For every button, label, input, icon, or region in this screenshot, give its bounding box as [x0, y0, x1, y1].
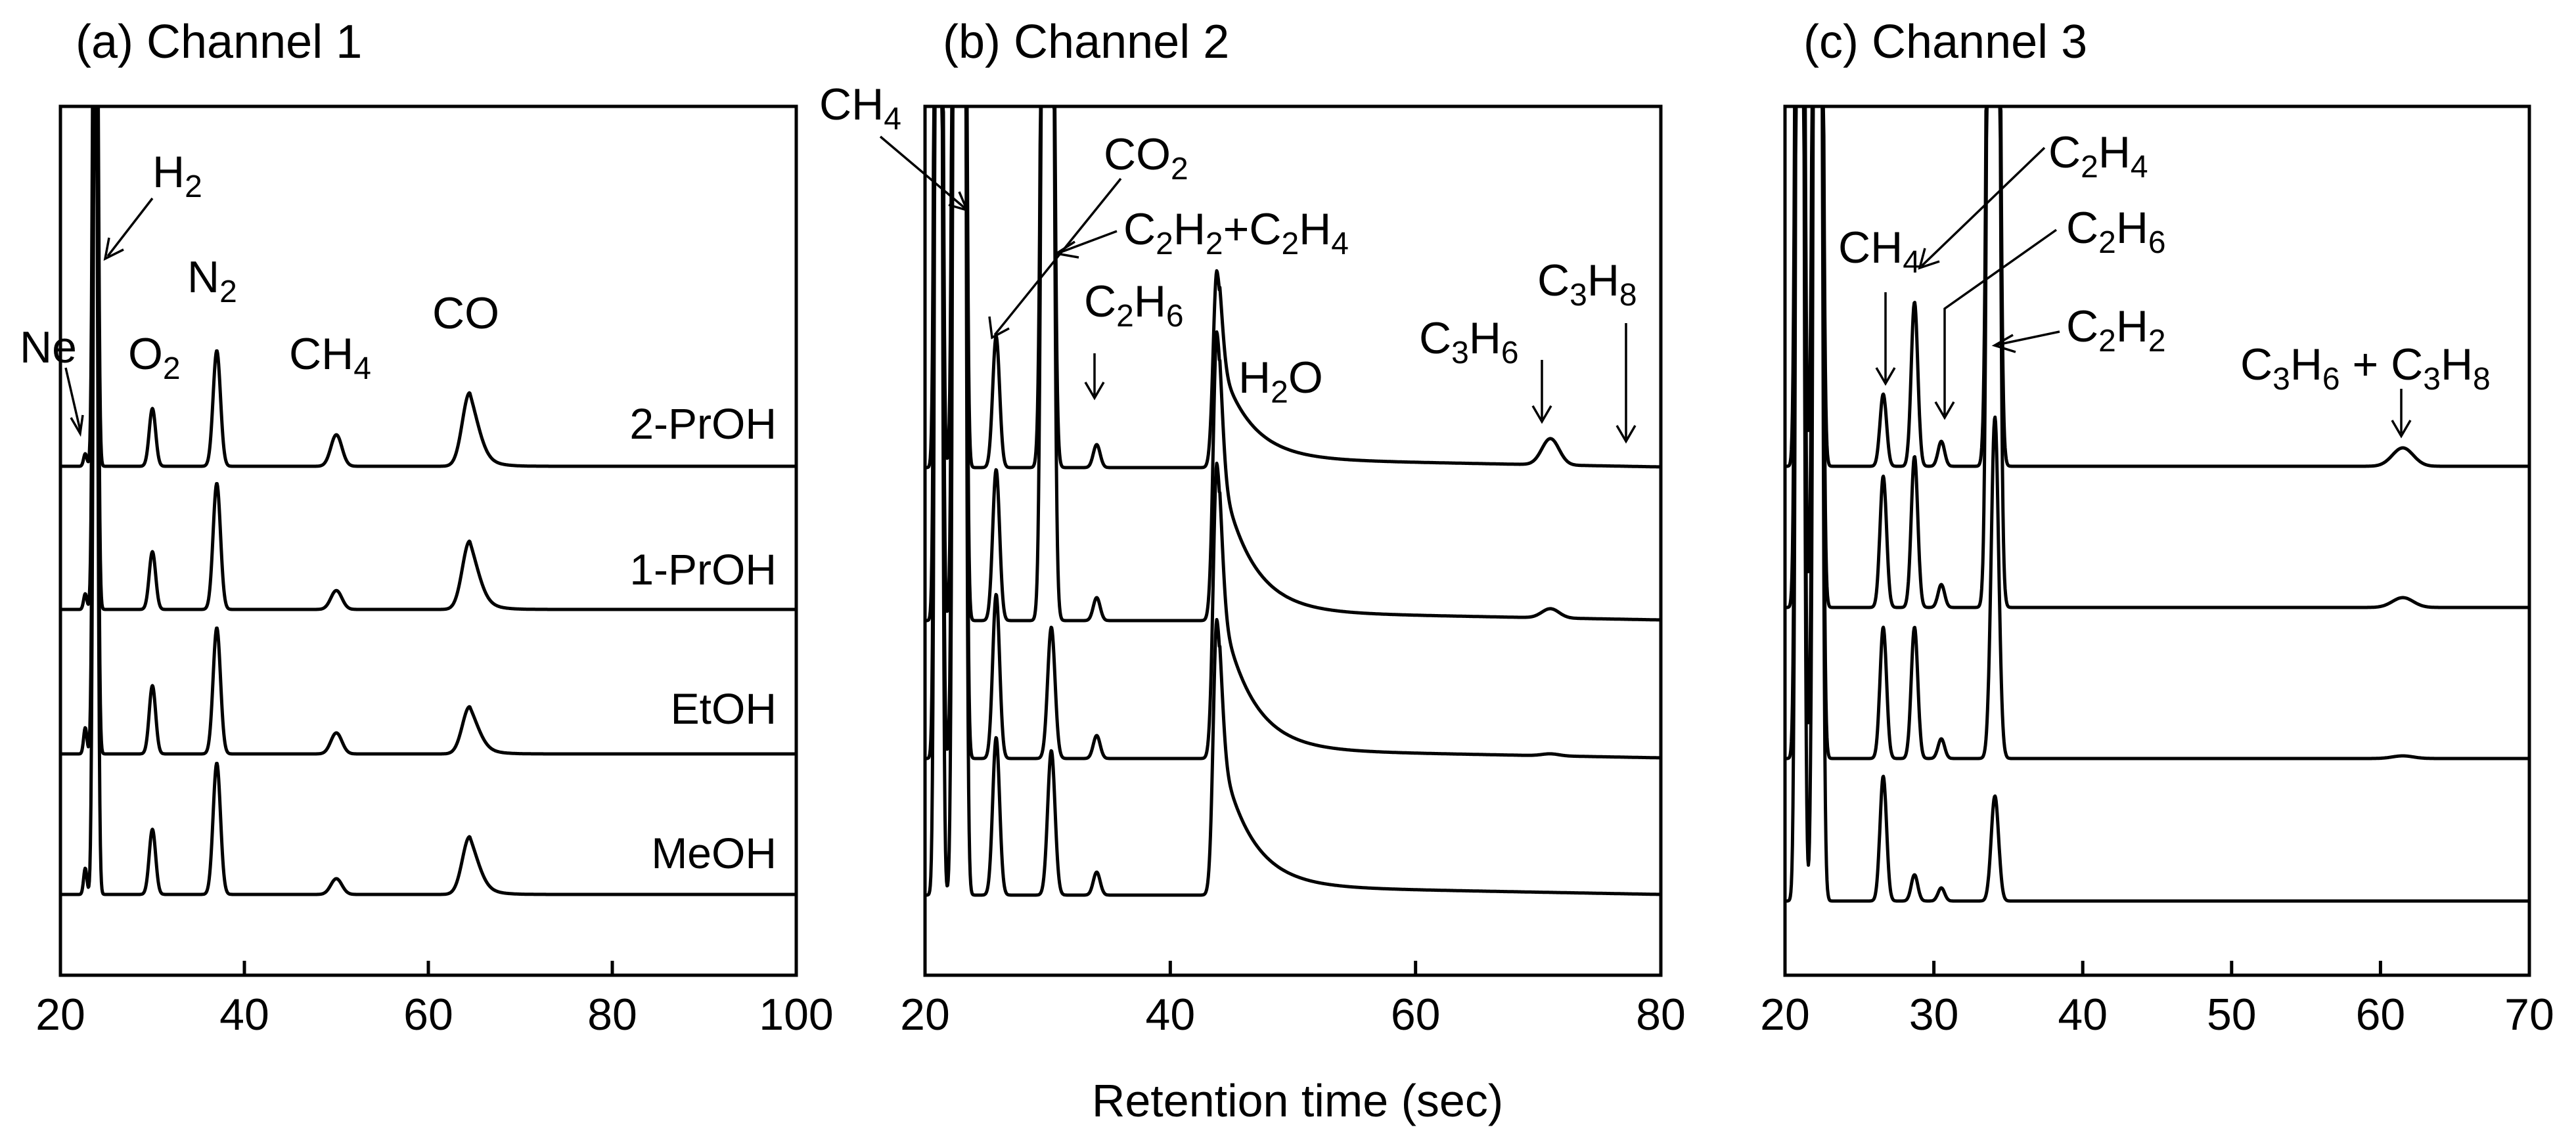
arrowhead-c3h6-c3h8-c — [2391, 420, 2412, 439]
peak-label-ch4-a: CH4 — [289, 329, 371, 386]
trace-meoh — [59, 104, 798, 896]
peak-label-n2: N2 — [187, 252, 237, 309]
trace-etoh — [1784, 104, 2531, 760]
peak-label-c2h6-c: C2H6 — [2066, 203, 2166, 260]
panel-c-x-axis: 20 30 40 50 60 70 — [1760, 961, 2554, 1040]
peak-label-ne: Ne — [20, 322, 77, 372]
x-axis-title: Retention time (sec) — [1092, 1075, 1503, 1126]
arrow-c2h4-c — [1920, 146, 2046, 267]
arrowhead-c2h2-c — [1991, 334, 2016, 353]
series-label-1-propanol-a: 1-PrOH — [629, 545, 777, 594]
panel-c-frame — [1783, 104, 2531, 977]
arrow-ne — [64, 367, 81, 431]
arrowhead-c3h6-b — [1531, 405, 1552, 424]
trace-meoh — [1784, 104, 2531, 903]
arrow-co2 — [993, 177, 1122, 336]
x-tick-label: 40 — [2058, 990, 2108, 1040]
trace-etoh — [59, 104, 798, 756]
arrow-c2h2-c2h4-b — [1058, 230, 1118, 254]
peak-label-co: CO — [432, 288, 499, 338]
arrow-h2 — [106, 197, 154, 257]
peak-label-h2: H2 — [152, 147, 202, 204]
peak-label-c3h6-c3h8-c: C3H6 + C3H8 — [2240, 340, 2491, 397]
x-tick-label: 80 — [1636, 990, 1686, 1040]
arrowhead-h2 — [103, 237, 124, 261]
peak-label-c3h6-b: C3H6 — [1419, 313, 1519, 370]
panel-b-title: (b) Channel 2 — [943, 16, 1229, 68]
trace-2-proh — [924, 104, 1662, 470]
x-tick-label: 30 — [1909, 990, 1959, 1040]
panel-b-x-axis: 20 40 60 80 — [900, 961, 1686, 1040]
peak-label-ch4-b: CH4 — [819, 79, 901, 137]
x-tick-label: 40 — [219, 990, 269, 1040]
arrowhead-ne — [70, 414, 84, 437]
peak-label-c2h2-c2h4-b: C2H2+C2H4 — [1123, 204, 1349, 261]
arrowhead-co2 — [988, 316, 1010, 340]
panel-a: (a) Channel 1 20 40 60 80 100 2-PrOH 1-PrOH … — [20, 16, 834, 1040]
trace-1-proh — [1784, 104, 2531, 609]
peak-label-c2h4-c: C2H4 — [2048, 127, 2148, 185]
x-tick-label: 20 — [35, 990, 85, 1040]
x-tick-label: 60 — [1391, 990, 1441, 1040]
peak-label-o2: O2 — [128, 329, 181, 386]
x-tick-label: 40 — [1146, 990, 1196, 1040]
x-tick-label: 70 — [2504, 990, 2554, 1040]
arrowhead-c2h2-c2h4-b — [1053, 240, 1079, 259]
panel-b-traces — [924, 104, 1662, 897]
series-label-methanol-a: MeOH — [651, 829, 777, 877]
x-tick-label: 80 — [587, 990, 637, 1040]
panel-b-frame — [923, 104, 1663, 977]
peak-label-ch4-c: CH4 — [1838, 223, 1920, 280]
arrowhead-c3h8-b — [1616, 425, 1637, 444]
arrowhead-c2h6-c — [1934, 401, 1955, 420]
peak-label-c2h6-b: C2H6 — [1084, 276, 1184, 334]
panel-c-traces — [1784, 104, 2531, 903]
panel-c: (c) Channel 3 20 30 40 50 60 70 CH4 C2H4 C2H6… — [1760, 16, 2554, 1040]
arrowhead-ch4-b — [948, 191, 970, 212]
arrowhead-c2h4-c — [1918, 248, 1940, 270]
panel-a-title: (a) Channel 1 — [76, 16, 362, 68]
peak-label-h2o: H2O — [1238, 353, 1323, 410]
trace-2-proh — [1784, 104, 2531, 468]
panel-c-title: (c) Channel 3 — [1803, 16, 2087, 68]
series-label-2-propanol-a: 2-PrOH — [629, 399, 777, 448]
panel-b: (b) Channel 2 20 40 60 80 CH4 CO2 C2H2+C2H4… — [819, 16, 1686, 1040]
trace-etoh — [924, 104, 1662, 760]
peak-label-c2h2-c: C2H2 — [2066, 301, 2166, 359]
panel-a-x-axis: 20 40 60 80 100 — [35, 961, 834, 1040]
peak-label-co2: CO2 — [1104, 129, 1188, 187]
arrow-c2h2-c — [1997, 330, 2060, 346]
arrowhead-c2h6-b — [1084, 382, 1105, 401]
x-tick-label: 20 — [1760, 990, 1810, 1040]
peak-label-c3h8-b: C3H8 — [1537, 255, 1637, 313]
x-tick-label: 60 — [2356, 990, 2406, 1040]
x-tick-label: 60 — [403, 990, 453, 1040]
trace-meoh — [924, 104, 1662, 897]
x-tick-label: 100 — [759, 990, 833, 1040]
x-tick-label: 20 — [900, 990, 950, 1040]
arrow-c2h6-c — [1943, 229, 2058, 415]
trace-2-proh — [59, 104, 798, 468]
series-label-ethanol-a: EtOH — [671, 684, 777, 733]
arrow-ch4-b — [879, 135, 967, 210]
x-tick-label: 50 — [2207, 990, 2257, 1040]
panel-a-traces — [59, 104, 798, 896]
trace-1-proh — [59, 104, 798, 611]
arrowhead-ch4-c — [1875, 367, 1896, 386]
